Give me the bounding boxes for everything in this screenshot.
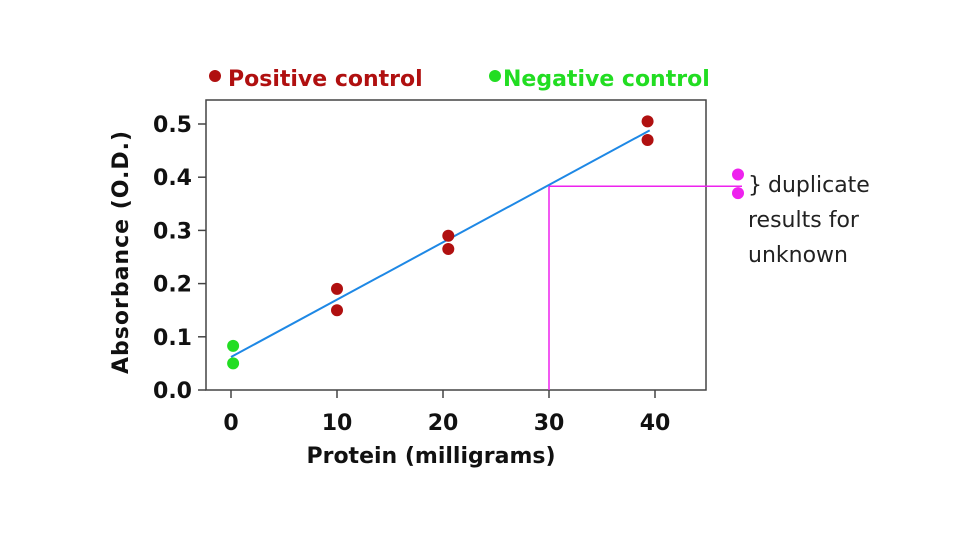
legend-negative-control-marker <box>489 70 501 82</box>
x-tick-label: 10 <box>322 411 353 436</box>
annotation-brace: } <box>748 173 762 198</box>
x-tick-label: 20 <box>428 411 459 436</box>
x-axis: 0 10 20 30 40 <box>223 390 670 436</box>
legend-positive-control-marker <box>209 70 221 82</box>
annotation-line-2: results for <box>748 208 860 233</box>
negative-control-point <box>227 339 240 352</box>
x-tick-label: 40 <box>640 411 671 436</box>
x-tick-label: 0 <box>223 411 238 436</box>
annotation-line-1: duplicate <box>768 173 870 198</box>
standard-curve-fit-line <box>230 129 651 358</box>
y-tick-label: 0.0 <box>153 379 192 404</box>
legend: Positive control Negative control <box>209 67 710 92</box>
unknown-reading-point <box>732 187 744 200</box>
x-axis-title: Protein (milligrams) <box>306 444 555 469</box>
y-tick-label: 0.3 <box>153 219 192 244</box>
unknown-annotation: } duplicate results for unknown <box>748 173 870 268</box>
positive-control-point <box>331 304 343 317</box>
x-tick-label: 30 <box>534 411 565 436</box>
positive-control-point <box>442 243 455 256</box>
positive-control-point <box>331 282 343 295</box>
y-tick-label: 0.1 <box>153 326 192 351</box>
data-points <box>227 115 654 370</box>
unknown-markers <box>732 168 744 200</box>
plot-frame <box>205 99 707 391</box>
legend-positive-control-label: Positive control <box>228 67 423 92</box>
negative-control-point <box>227 357 240 370</box>
y-axis: 0.0 0.1 0.2 0.3 0.4 0.5 <box>153 113 206 404</box>
legend-negative-control-label: Negative control <box>503 67 710 92</box>
positive-control-point <box>442 229 455 242</box>
positive-control-point <box>641 133 654 146</box>
y-axis-title: Absorbance (O.D.) <box>109 130 134 374</box>
y-tick-label: 0.4 <box>153 166 192 191</box>
unknown-reading-point <box>732 168 744 181</box>
y-tick-label: 0.5 <box>153 113 192 138</box>
annotation-line-3: unknown <box>748 243 848 268</box>
positive-control-point <box>641 115 654 128</box>
y-tick-label: 0.2 <box>153 273 192 298</box>
